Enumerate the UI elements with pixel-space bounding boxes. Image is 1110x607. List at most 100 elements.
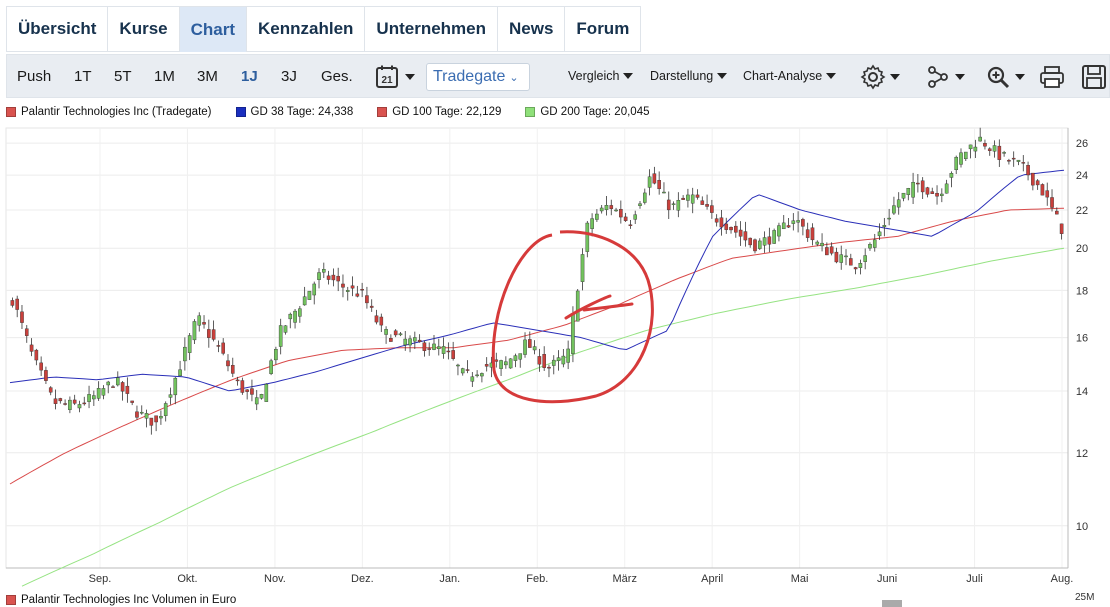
candle-body xyxy=(791,220,796,224)
gear-icon[interactable] xyxy=(860,63,900,91)
candle-body xyxy=(322,269,326,273)
candle-body xyxy=(269,360,273,374)
menu-vergleich[interactable]: Vergleich xyxy=(568,55,634,97)
legend-item[interactable]: GD 100 Tage: 22,129 xyxy=(377,106,501,118)
legend-item[interactable]: GD 200 Tage: 20,045 xyxy=(525,106,649,118)
candle-body xyxy=(456,364,460,367)
legend-item[interactable]: GD 38 Tage: 24,338 xyxy=(235,106,354,118)
candle-body xyxy=(120,382,125,392)
candle-body xyxy=(403,338,408,346)
candle-body xyxy=(528,339,532,348)
candle-body xyxy=(451,350,455,359)
legend-label: GD 38 Tage: 24,338 xyxy=(250,106,354,118)
candle-body xyxy=(556,357,561,362)
candle-body xyxy=(887,217,891,220)
candle-body xyxy=(44,370,48,381)
candle-body xyxy=(345,290,350,292)
tab-bar: Übersicht Kurse Chart Kennzahlen Unternehmen… xyxy=(6,6,642,52)
print-icon[interactable] xyxy=(1039,63,1065,91)
candle-body xyxy=(422,342,427,351)
candle-body xyxy=(987,148,992,151)
candle-body xyxy=(159,415,163,419)
candle-body xyxy=(283,325,288,333)
network-icon[interactable] xyxy=(925,63,965,91)
candle-body xyxy=(115,377,120,386)
tab-kennzahlen[interactable]: Kennzahlen xyxy=(246,6,365,52)
candle-body xyxy=(163,403,168,416)
legend-swatch xyxy=(235,107,246,117)
candle-body xyxy=(130,400,134,403)
candle-body xyxy=(336,275,340,282)
candle-body xyxy=(585,222,590,252)
period-1j[interactable]: 1J xyxy=(241,67,258,85)
menu-label: Chart-Analyse xyxy=(743,69,823,83)
candle-body xyxy=(513,355,518,361)
candle-body xyxy=(77,404,82,409)
candle-body xyxy=(647,176,652,188)
x-tick-label: Nov. xyxy=(264,573,286,585)
candle-body xyxy=(652,173,657,184)
period-1t[interactable]: 1T xyxy=(74,67,92,85)
candle-body xyxy=(240,380,245,393)
candle-body xyxy=(168,394,173,398)
legend-label: GD 100 Tage: 22,129 xyxy=(392,106,502,118)
period-ges[interactable]: Ges. xyxy=(321,67,353,85)
candle-body xyxy=(508,358,513,369)
candle-body xyxy=(417,339,422,342)
candle-body xyxy=(135,411,139,418)
candle-body xyxy=(307,290,312,300)
candle-body xyxy=(853,267,858,270)
candle-body xyxy=(623,216,628,221)
x-tick-label: März xyxy=(613,573,637,585)
candle-body xyxy=(796,220,800,223)
period-3m[interactable]: 3M xyxy=(197,67,218,85)
x-tick-label: Jan. xyxy=(439,573,460,585)
period-5t[interactable]: 5T xyxy=(114,67,132,85)
candle-body xyxy=(954,156,959,171)
candle-body xyxy=(940,193,944,196)
candle-body xyxy=(825,247,829,256)
period-1m[interactable]: 1M xyxy=(154,67,175,85)
candle-body xyxy=(973,146,978,152)
candle-body xyxy=(144,413,149,419)
candle-body xyxy=(432,343,436,350)
period-push[interactable]: Push xyxy=(17,67,52,85)
candle-body xyxy=(642,192,647,203)
candle-body xyxy=(930,191,935,194)
tab-kurse[interactable]: Kurse xyxy=(107,6,179,52)
candle-body xyxy=(87,394,91,402)
exchange-select[interactable]: Tradegate ⌄ xyxy=(426,63,530,91)
candle-body xyxy=(518,353,523,360)
menu-darstellung[interactable]: Darstellung xyxy=(650,55,728,97)
candle-body xyxy=(777,225,781,237)
caret-down-icon xyxy=(826,73,837,79)
x-tick-label: Dez. xyxy=(351,573,374,585)
candle-body xyxy=(369,305,374,308)
tab-unternehmen[interactable]: Unternehmen xyxy=(364,6,497,52)
period-3j[interactable]: 3J xyxy=(281,67,297,85)
tab-übersicht[interactable]: Übersicht xyxy=(6,6,108,52)
tab-news[interactable]: News xyxy=(497,6,565,52)
candle-body xyxy=(149,417,154,426)
candle-body xyxy=(676,200,681,211)
menu-chart-analyse[interactable]: Chart-Analyse xyxy=(743,55,837,97)
zoom-in-icon[interactable] xyxy=(985,63,1025,91)
candle-body xyxy=(896,199,901,208)
candle-body xyxy=(935,192,939,197)
candle-body xyxy=(413,337,417,342)
candle-body xyxy=(341,283,345,288)
candle-body xyxy=(614,209,618,212)
candle-body xyxy=(868,244,872,249)
calendar-icon[interactable]: 21 xyxy=(375,63,415,91)
candle-body xyxy=(839,254,844,263)
tab-forum[interactable]: Forum xyxy=(564,6,642,52)
candle-body xyxy=(15,298,19,310)
candle-body xyxy=(877,231,882,237)
candle-body xyxy=(125,385,130,394)
tab-chart[interactable]: Chart xyxy=(178,6,247,52)
candle-body xyxy=(1045,190,1050,198)
legend-item[interactable]: Palantir Technologies Inc (Tradegate) xyxy=(6,106,212,118)
save-icon[interactable] xyxy=(1081,63,1107,91)
candle-body xyxy=(298,308,302,317)
candle-body xyxy=(494,359,499,362)
